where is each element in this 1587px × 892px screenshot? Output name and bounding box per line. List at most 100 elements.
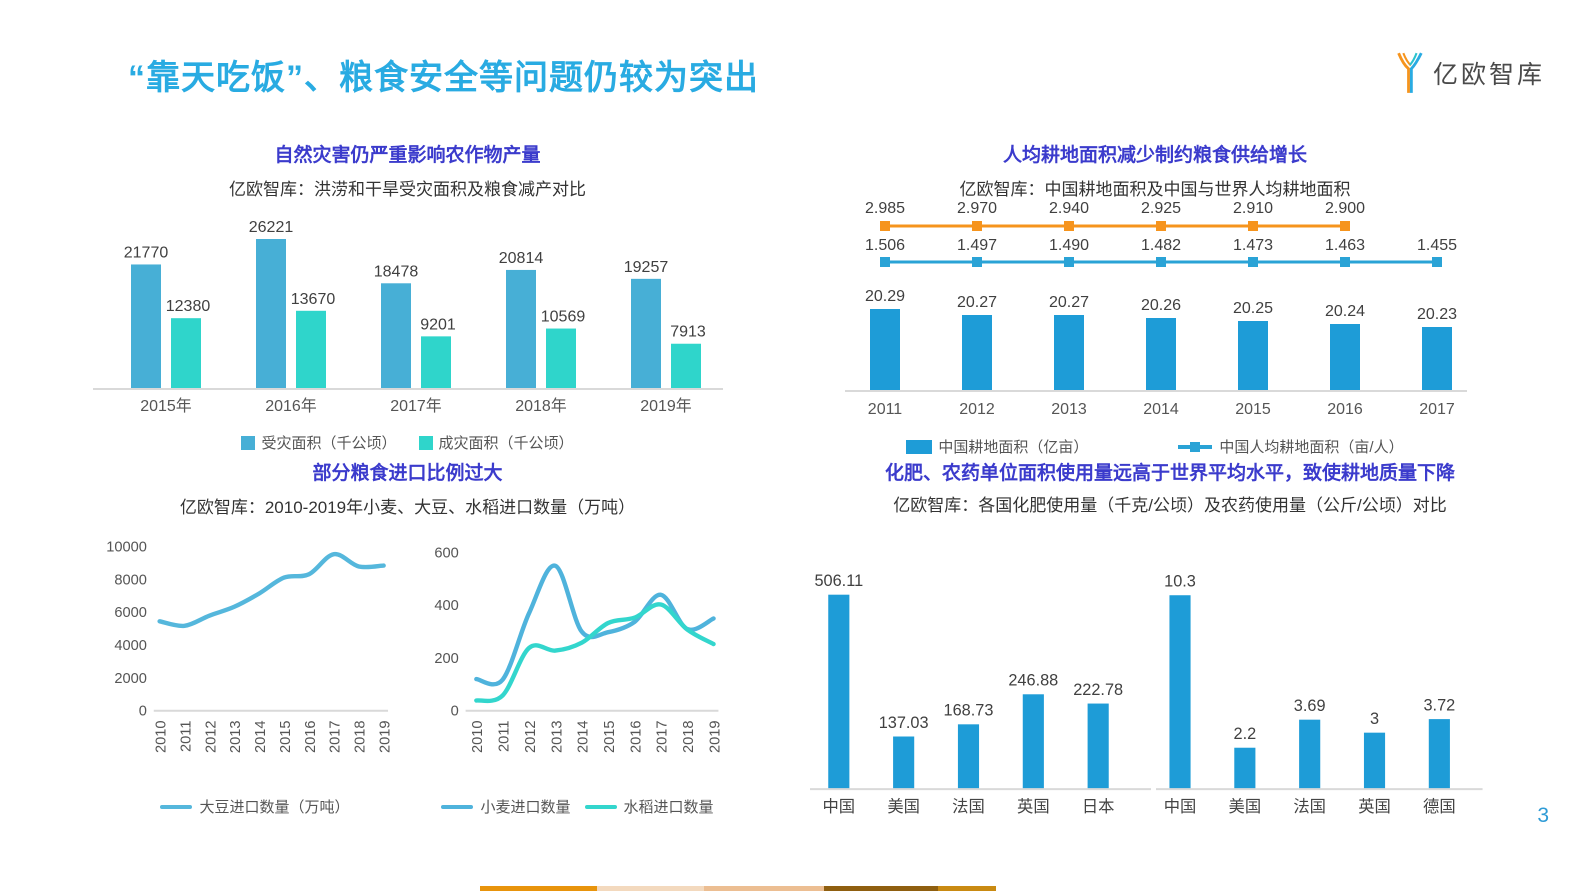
svg-text:2011: 2011	[868, 401, 903, 418]
progress-segment	[824, 886, 938, 891]
svg-text:2015年: 2015年	[140, 397, 192, 415]
svg-text:2019: 2019	[707, 720, 723, 753]
svg-text:10569: 10569	[540, 309, 585, 326]
svg-text:2.2: 2.2	[1233, 725, 1256, 743]
svg-text:2017: 2017	[1419, 401, 1455, 418]
footer-progress-bar	[480, 886, 996, 891]
svg-text:2013: 2013	[1051, 401, 1087, 418]
svg-text:2018: 2018	[353, 721, 369, 754]
svg-text:2019年: 2019年	[640, 397, 692, 415]
section-farmland: 人均耕地面积减少制约粮食供给增长 亿欧智库：中国耕地面积及中国与世界人均耕地面积…	[830, 140, 1480, 457]
svg-text:美国: 美国	[887, 798, 920, 816]
svg-text:20.26: 20.26	[1141, 297, 1181, 314]
svg-text:中国: 中国	[1163, 798, 1196, 816]
disaster-chart-subtitle: 亿欧智库：洪涝和干旱受灾面积及粮食减产对比	[229, 180, 586, 199]
svg-text:26221: 26221	[248, 219, 293, 236]
farmland-chart-subtitle: 亿欧智库：中国耕地面积及中国与世界人均耕地面积	[959, 180, 1351, 199]
svg-text:200: 200	[434, 651, 458, 667]
svg-text:2010: 2010	[470, 720, 486, 753]
legend-item: 大豆进口数量（万吨）	[160, 796, 350, 817]
svg-text:2011: 2011	[178, 721, 194, 752]
svg-text:2019: 2019	[378, 721, 394, 754]
svg-text:法国: 法国	[1293, 798, 1326, 816]
svg-text:3.69: 3.69	[1294, 697, 1326, 715]
svg-text:2.925: 2.925	[1141, 200, 1181, 217]
imports-legends: 大豆进口数量（万吨） 小麦进口数量 水稻进口数量	[85, 796, 730, 817]
imports-chart-row: 0 2000 4000 6000 8000 10000 2010 2011 2012 2013 20…	[85, 524, 730, 794]
svg-text:20.29: 20.29	[865, 288, 905, 305]
legend-label: 中国人均耕地面积（亩/人）	[1219, 439, 1404, 456]
svg-text:2016: 2016	[1327, 401, 1363, 418]
svg-text:400: 400	[434, 598, 458, 614]
svg-text:20.27: 20.27	[957, 294, 997, 311]
usage-chart-subtitle: 亿欧智库：各国化肥使用量（千克/公顷）及农药使用量（公斤/公顷）对比	[893, 496, 1447, 515]
svg-text:1.497: 1.497	[957, 237, 997, 254]
svg-text:2016: 2016	[303, 721, 319, 754]
svg-text:2016: 2016	[628, 720, 644, 753]
svg-text:2000: 2000	[114, 671, 147, 687]
svg-text:2016年: 2016年	[265, 397, 317, 415]
pesticide-chart: 10.3 中国 2.2 美国 3.69 法国 3 英国 3.72 德国	[1155, 573, 1483, 816]
svg-text:20.25: 20.25	[1233, 300, 1273, 317]
svg-text:1.482: 1.482	[1141, 237, 1181, 254]
svg-text:2013: 2013	[549, 720, 565, 753]
legend-label: 水稻进口数量	[623, 799, 714, 816]
svg-text:2012: 2012	[959, 401, 995, 418]
svg-text:2.900: 2.900	[1325, 200, 1365, 217]
svg-text:3.72: 3.72	[1423, 696, 1455, 714]
svg-text:21770: 21770	[123, 244, 168, 261]
svg-text:10000: 10000	[106, 540, 147, 556]
section-usage: 化肥、农药单位面积使用量远高于世界平均水平，致使耕地质量下降 亿欧智库：各国化肥…	[800, 458, 1540, 822]
brand-logo: 亿欧智库	[1392, 52, 1545, 94]
svg-text:137.03: 137.03	[879, 714, 929, 732]
legend-label: 大豆进口数量（万吨）	[199, 799, 350, 816]
disaster-chart: 21770 12380 2015年 26221 13670 2016年 18478 9201 2…	[92, 219, 723, 415]
svg-text:2015: 2015	[1235, 401, 1271, 418]
svg-text:20.27: 20.27	[1049, 294, 1089, 311]
svg-text:246.88: 246.88	[1008, 672, 1058, 690]
svg-text:600: 600	[434, 545, 458, 561]
svg-text:2017: 2017	[655, 720, 671, 753]
soybean-line-swatch-icon	[160, 804, 193, 809]
svg-text:222.78: 222.78	[1073, 681, 1123, 699]
progress-segment	[704, 886, 824, 891]
svg-text:19257: 19257	[623, 259, 668, 276]
svg-text:2018: 2018	[681, 720, 697, 753]
progress-segment	[938, 886, 996, 891]
svg-text:德国: 德国	[1423, 798, 1456, 816]
svg-text:英国: 英国	[1017, 798, 1050, 816]
legend-item: 中国人均耕地面积（亩/人）	[1178, 436, 1404, 457]
svg-text:20814: 20814	[498, 250, 543, 267]
svg-text:168.73: 168.73	[944, 702, 994, 720]
svg-text:1.490: 1.490	[1049, 237, 1089, 254]
disaster-chart-title: 自然灾害仍严重影响农作物产量	[274, 145, 541, 166]
svg-text:1.506: 1.506	[865, 237, 905, 254]
svg-text:8000: 8000	[114, 572, 147, 588]
svg-text:2.970: 2.970	[957, 200, 997, 217]
farmland-legend: 中国耕地面积（亿亩） 中国人均耕地面积（亩/人）	[830, 436, 1480, 457]
svg-text:2013: 2013	[228, 721, 244, 754]
progress-segment	[480, 886, 597, 891]
usage-chart-title: 化肥、农药单位面积使用量远高于世界平均水平，致使耕地质量下降	[884, 463, 1455, 484]
svg-text:20.23: 20.23	[1417, 306, 1457, 323]
svg-text:10.3: 10.3	[1164, 573, 1196, 591]
rice-line-swatch-icon	[584, 804, 617, 809]
svg-text:2.910: 2.910	[1233, 200, 1273, 217]
svg-text:1.473: 1.473	[1233, 237, 1273, 254]
svg-text:2.940: 2.940	[1049, 200, 1089, 217]
svg-text:0: 0	[450, 704, 458, 720]
svg-text:0: 0	[139, 704, 147, 720]
legend-item: 水稻进口数量	[584, 796, 714, 817]
svg-text:7913: 7913	[670, 324, 706, 341]
teal-square-swatch-icon	[418, 435, 433, 450]
svg-text:美国: 美国	[1228, 798, 1261, 816]
svg-text:2.985: 2.985	[865, 200, 905, 217]
svg-text:18478: 18478	[373, 263, 418, 280]
wheat-line-swatch-icon	[441, 804, 474, 809]
svg-text:4000: 4000	[114, 638, 147, 654]
wheat-rice-chart: 0 200 400 600 2010 2011 2012 2013 2014 2015 2016 20…	[434, 545, 723, 753]
svg-text:2015: 2015	[602, 720, 618, 753]
svg-text:2014: 2014	[253, 721, 269, 754]
line-marker-swatch-icon	[1178, 441, 1213, 452]
legend-item: 小麦进口数量	[441, 796, 571, 817]
